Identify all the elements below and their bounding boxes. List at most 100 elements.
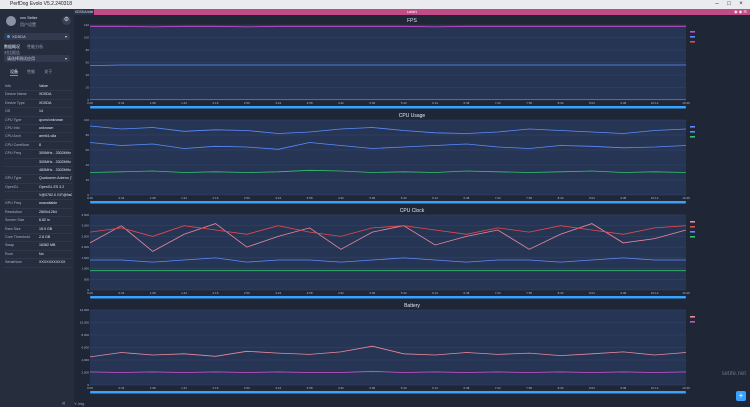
x-tick-label: 9:04 [589,101,595,105]
x-tick-label: 3:24 [275,101,281,105]
info-value: 6.82 in [39,218,50,223]
y-tick-label: 60 [86,148,90,152]
x-tick-label: 6:48 [463,386,469,390]
strip-left-label[interactable]: XDSDA/Idle [74,9,94,15]
device-info-table: Info Value Device Name XDSDA Device Type XDSD… [4,83,72,268]
tab-analysis[interactable]: 性能分析 [27,44,44,49]
x-tick-label: 1:42 [181,386,187,390]
time-scrollbar [90,391,686,394]
x-tick-label: 4:32 [338,386,344,390]
gear-icon[interactable]: ⚙ [62,16,71,25]
y-tick-label: 2,500 [81,234,89,238]
chart-panel: FPS 120 100 80 60 40 20 0 0:00 0:34 1:08 1:42 2:16 2:… [76,17,748,110]
info-value: 14 [39,109,43,114]
user-sub: 用户设置 [20,22,36,27]
y-tick-label: 2,000 [81,245,89,249]
x-tick-label: 7:22 [495,386,501,390]
double-chevron-left-icon[interactable]: « [62,401,66,407]
info-value: 300MHz - 3302MHz [39,151,71,156]
chart-svg[interactable]: 3,500 3,000 2,500 2,000 1,500 1,000 500 00:00 0:… [76,207,748,300]
tab-device[interactable]: 设备 [10,69,18,76]
x-tick-label: 1:08 [150,101,156,105]
tab-compare[interactable]: 对比报告 [4,50,20,55]
device-select[interactable]: XDSDA ▾ [4,33,70,40]
y-tick-label: 40 [86,163,90,167]
tab-overview[interactable]: 数据概况 [4,44,20,49]
sidebar: xxx Seller 用户设置 ⚙ XDSDA ▾ 数据概况 性能分析 对比报告… [0,9,74,407]
info-value: OpenGL ES 3.2 [39,184,65,189]
info-row: Core Threshold 2.8 GB [4,234,72,243]
x-tick-label: 8:30 [558,386,564,390]
info-value: 300MHz - 3302MHz [39,159,71,164]
x-tick-label: 3:24 [275,386,281,390]
info-row: CPU Info unknown [4,125,72,134]
x-tick-label: 0:00 [87,101,93,105]
y-tick-label: 20 [86,178,90,182]
info-key: OS [5,109,11,114]
series-line [90,257,686,263]
info-row: OS 14 [4,108,72,117]
x-tick-label: 3:24 [275,196,281,200]
x-tick-label: 9:04 [589,196,595,200]
info-row: CPU Type qcom/unknown [4,117,72,125]
y-tick-label: 0 [87,288,89,292]
x-tick-label: 1:42 [181,291,187,295]
x-tick-label: 7:56 [526,196,532,200]
close-icon[interactable]: × [739,1,743,7]
x-tick-label: 5:40 [401,291,407,295]
series-line [89,225,687,237]
x-tick-label: 6:48 [463,101,469,105]
x-tick-label: 3:58 [307,291,313,295]
info-value: 2.8 GB [39,235,51,240]
minimize-icon[interactable]: – [715,1,719,7]
strip-center-label[interactable]: Label1 [406,10,418,14]
info-value: unavailable [39,201,58,206]
user-profile[interactable]: xxx Seller 用户设置 ⚙ [4,13,72,31]
info-value: Value [39,84,48,88]
chart-title: CPU Usage [398,113,426,119]
info-row: CPU Arch arm64-v8a [4,133,72,142]
time-scrollbar [90,201,686,204]
x-tick-label: 8:30 [558,196,564,200]
y-tick-label: 80 [86,48,90,52]
app-label: 请选择测试应用 [7,56,35,61]
legend-swatch [690,231,695,233]
strip-icons: ◉ ◉ ☰ [734,9,747,15]
list-icon[interactable]: ☰ [743,9,747,14]
app-select[interactable]: 请选择测试应用 ▾ [4,55,70,62]
chart-svg[interactable]: 100 80 60 40 20 00:00 0:34 1:08 1:42 2:16 2:50 3:24… [76,112,748,205]
tab-performance[interactable]: 性能 [27,69,36,74]
plus-icon[interactable]: + [736,391,746,401]
chart-title: CPU Clock [399,208,425,214]
x-tick-label: 1:08 [150,291,156,295]
x-tick-label: 9:04 [589,291,595,295]
info-value: qcom/unknown [39,117,64,122]
tab-about[interactable]: 关于 [44,69,53,74]
y-tick-label: 2,000 [81,371,89,375]
x-tick-label: 10:46 [682,101,690,105]
info-value: unknown [39,125,54,130]
x-tick-label: 10:46 [682,196,690,200]
info-key: SerialNum [5,260,22,265]
device-label: XDSDA [12,34,26,39]
camera-icon[interactable]: ◉ [738,9,743,14]
chart-panel: CPU Clock 3,500 3,000 2,500 2,000 1,500 1,000 5… [76,207,748,300]
bottom-left-label[interactable]: Y-Intg [74,401,85,406]
info-value: V@0762.0 GIT@9a0b [39,193,72,198]
legend-swatch [690,316,695,318]
chart-panel: Battery 12,000 10,000 8,000 6,000 4,000 2,000 0… [76,302,748,395]
chart-title: FPS [407,18,417,24]
x-tick-label: 6:14 [432,386,438,390]
settings-icon[interactable]: ◉ [734,9,738,14]
info-key: Device Type [5,100,25,105]
y-tick-label: 0 [87,383,89,387]
info-row: CPU Freq 300MHz - 3302MHz [4,150,72,159]
legend-swatch [690,136,695,138]
x-tick-label: 1:42 [181,196,187,200]
chart-svg[interactable]: 120 100 80 60 40 20 00:00 0:34 1:08 1:42 2:16 2:50 3… [76,17,748,110]
x-tick-label: 5:06 [369,196,375,200]
watermark: setife.net [721,371,746,377]
maximize-icon[interactable]: □ [727,1,731,7]
chart-svg[interactable]: 12,000 10,000 8,000 6,000 4,000 2,000 00:00 0:3… [76,302,748,395]
legend-swatch [690,226,695,228]
